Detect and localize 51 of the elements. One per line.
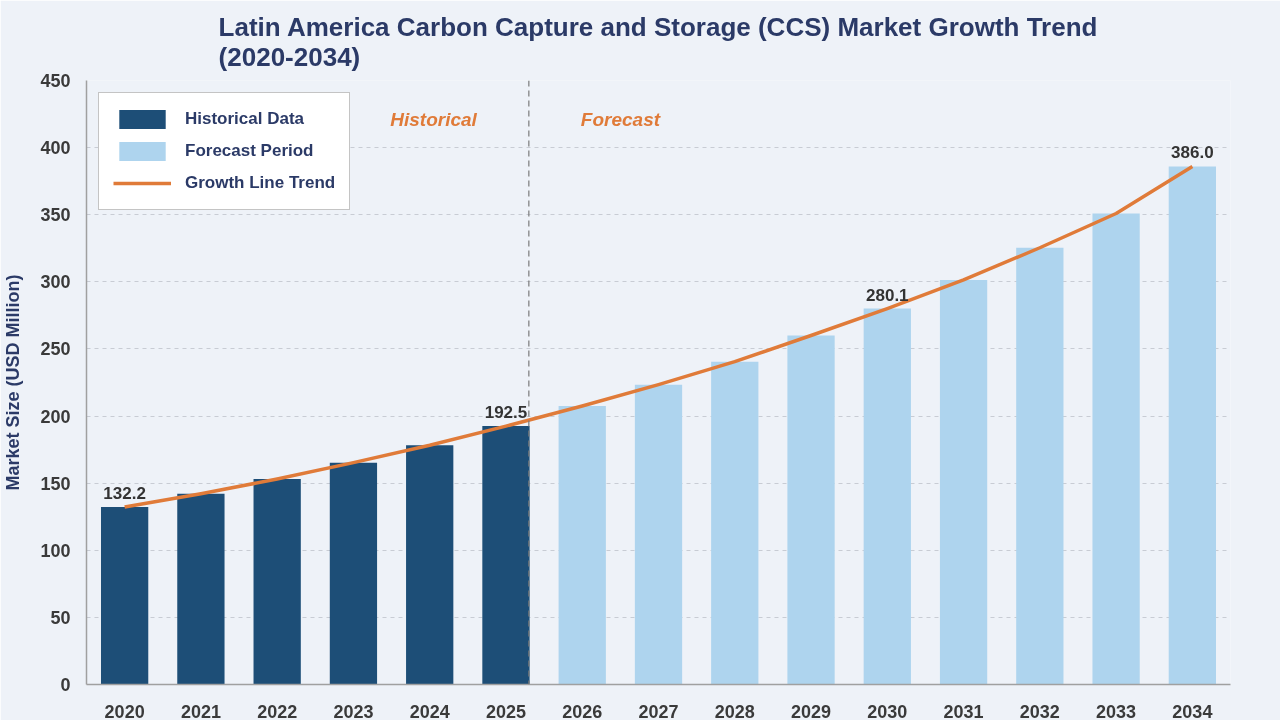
x-tick-label: 2024 [409,701,450,720]
x-tick-label: 2027 [638,701,679,720]
bar [939,279,988,685]
legend-label: Forecast Period [185,141,314,161]
y-axis-title: Market Size (USD Million) [3,274,24,491]
x-tick-label: 2033 [1096,701,1137,720]
y-tick-label: 450 [40,71,71,91]
chart-title: Latin America Carbon Capture and Storage (CCS) Market Growth Trend (2020-2034) [218,11,1098,72]
x-tick-label: 2025 [485,701,526,720]
data-label: 192.5 [484,403,528,423]
y-tick-label: 400 [40,138,71,159]
data-label: 280.1 [866,285,909,305]
x-tick-label: 2021 [180,701,221,720]
bar [177,493,225,685]
annotation: Forecast [580,109,661,131]
x-tick-label: 2034 [1172,701,1213,720]
bar [558,405,606,685]
data-label: 132.2 [103,484,146,504]
y-tick-label: 100 [40,540,71,561]
y-tick-label: 200 [40,406,71,427]
y-tick-label: 350 [40,205,71,226]
bar [1092,213,1140,685]
bar [482,426,530,685]
y-tick-label: 300 [40,272,71,293]
x-tick-label: 2020 [104,701,145,720]
bar [329,462,378,685]
bar [863,308,911,685]
bar [787,335,835,685]
legend-label: Historical Data [185,109,305,129]
x-tick-label: 2030 [867,701,908,720]
x-tick-label: 2023 [333,701,374,720]
x-tick-label: 2028 [714,701,755,720]
bar [1168,166,1217,685]
x-tick-label: 2031 [943,701,984,720]
bar [100,507,149,685]
bar [406,445,454,685]
legend-label: Growth Line Trend [185,173,336,193]
y-tick-label: 0 [60,675,71,695]
annotation: Historical [390,109,478,131]
x-tick-label: 2032 [1019,701,1060,720]
bar [711,361,759,685]
bar [253,479,301,685]
x-tick-label: 2022 [257,701,298,720]
y-tick-label: 50 [50,607,71,628]
bar [1016,247,1064,685]
x-tick-label: 2029 [791,701,832,720]
y-tick-label: 250 [40,339,71,360]
bar [634,384,683,685]
y-tick-label: 150 [40,473,71,494]
data-label: 386.0 [1171,143,1214,163]
x-tick-label: 2026 [562,701,603,720]
